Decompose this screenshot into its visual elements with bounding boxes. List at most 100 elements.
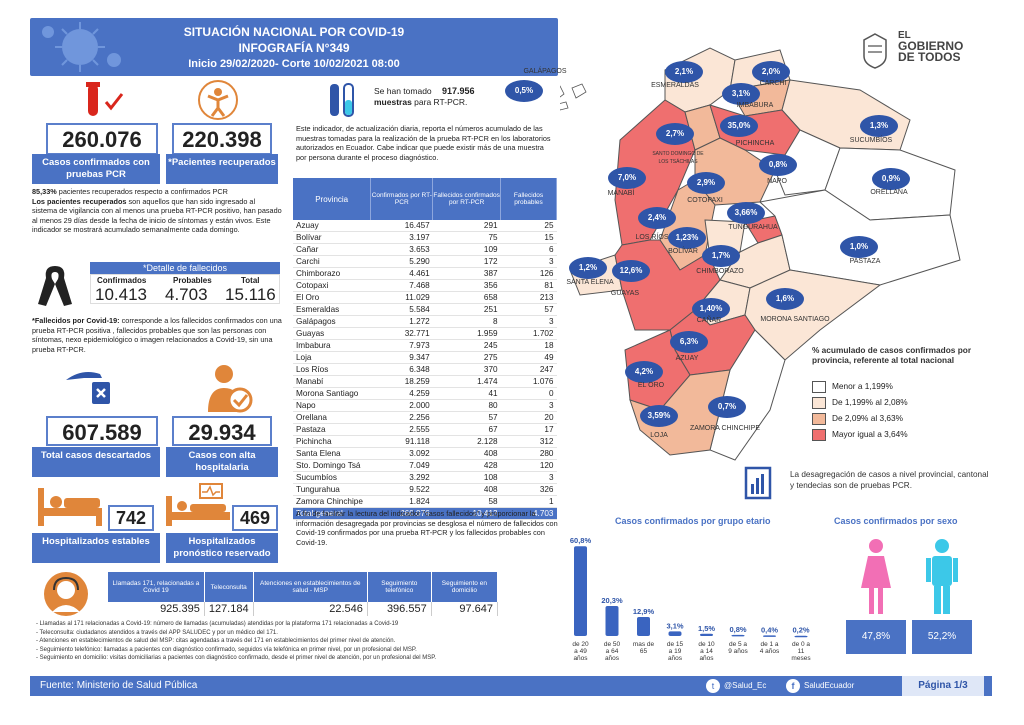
table-cell: 58 [432, 495, 501, 508]
table-cell: 1.824 [370, 495, 433, 508]
header-banner: SITUACIÓN NACIONAL POR COVID-19 INFOGRAF… [30, 18, 558, 76]
table-cell: 3.653 [370, 243, 433, 256]
legend-item: Mayor igual a 3,64% [812, 426, 982, 442]
table-cell: 8 [432, 315, 501, 328]
province-name: Sto. Domingo Tsá [293, 459, 371, 472]
deaths-probable-value: 4.703 [165, 285, 208, 304]
province-name: Zamora Chinchipe [293, 495, 371, 508]
table-cell: 3.292 [370, 471, 433, 484]
footer-twitter[interactable]: @Salud_Ec [724, 681, 767, 690]
table-cell: 7.468 [370, 279, 433, 292]
table-row: Galápagos 1.272 8 3 [293, 315, 557, 328]
deaths-note: *Fallecidos por Covid-19: corresponde a … [32, 316, 282, 354]
table-cell: 291 [432, 220, 501, 232]
samples-value: 917.956 [442, 86, 475, 96]
sex-women-value: 47,8% [846, 620, 906, 654]
table-cell: 356 [432, 279, 501, 292]
table-cell: 312 [500, 435, 557, 448]
table-row: Santa Elena 3.092 408 280 [293, 447, 557, 460]
total-cell: Total general [293, 507, 371, 520]
table-row: Pichincha 91.118 2.128 312 [293, 435, 557, 448]
table-cell: 275 [432, 351, 501, 364]
age-bar-label: 3,1% [666, 621, 683, 630]
legend-label: Mayor igual a 3,64% [832, 429, 908, 439]
age-category-label: de 0 a 11 meses [791, 641, 811, 662]
table-cell: 1 [500, 495, 557, 508]
calls-col-teleconsulta: Teleconsulta [204, 572, 254, 602]
province-name: Galápagos [293, 315, 371, 328]
calls-table: Llamadas 171, relacionadas a Covid 19 Te… [108, 572, 499, 616]
page-subtitle: INFOGRAFÍA N°349 [238, 41, 350, 55]
table-cell: 9.522 [370, 483, 433, 496]
deaths-box: Confirmados Probables Total 10.413 4.703… [90, 274, 280, 304]
table-cell: 57 [432, 411, 501, 424]
confirmed-value: 260.076 [46, 123, 158, 155]
footer-facebook[interactable]: SaludEcuador [804, 681, 855, 690]
samples-note: Este indicador, de actualización diaria,… [296, 124, 551, 162]
table-cell: 3.197 [370, 231, 433, 244]
calls-val-seguimiento-tel: 396.557 [367, 602, 432, 616]
recovered-note-line1: pacientes recuperados respecto a confirm… [56, 187, 228, 196]
age-bar [731, 634, 745, 637]
legend-swatch [812, 396, 826, 409]
age-bar [637, 616, 650, 636]
calls-val-atenciones: 22.546 [253, 602, 368, 616]
province-name: Carchi [293, 255, 371, 268]
province-name: Morona Santiago [293, 387, 371, 400]
table-cell: 81 [500, 279, 557, 292]
table-cell: 370 [432, 363, 501, 376]
age-bar-label: 12,9% [633, 607, 655, 616]
table-cell: 326 [500, 483, 557, 496]
table-cell: 80 [432, 399, 501, 412]
coat-of-arms-icon [863, 33, 887, 69]
footer-source: Fuente: Ministerio de Salud Pública [40, 680, 198, 691]
table-cell: 49 [500, 351, 557, 364]
map-galapagos [560, 83, 587, 111]
table-cell: 4.461 [370, 267, 433, 280]
calls-note: - Llamadas al 171 relacionadas a Covid-1… [36, 621, 399, 627]
table-cell: 11.029 [370, 291, 433, 304]
province-name: Tungurahua [293, 483, 371, 496]
map-esmeraldas [664, 47, 736, 113]
total-cell: 4.703 [500, 507, 557, 520]
age-bar-label: 0,4% [761, 625, 778, 634]
deaths-total-value: 15.116 [225, 285, 276, 304]
table-row: Orellana 2.256 57 20 [293, 411, 557, 424]
table-cell: 1.702 [500, 327, 557, 340]
table-row: Bolívar 3.197 75 15 [293, 231, 557, 244]
table-cell: 109 [432, 243, 501, 256]
table-cell: 75 [432, 231, 501, 244]
table-cell: 67 [432, 423, 501, 436]
province-note: A fin de facilitar la lectura del indica… [296, 509, 558, 547]
table-row: Morona Santiago 4.259 41 0 [293, 387, 557, 400]
age-category-label: mas de 65 [633, 641, 655, 655]
table-cell: 4.259 [370, 387, 433, 400]
deaths-note-bold: *Fallecidos por Covid-19: [32, 316, 120, 325]
samples-bold: muestras [374, 97, 412, 107]
province-name: Guayas [293, 327, 371, 340]
table-cell: 658 [432, 291, 501, 304]
table-cell: 3.092 [370, 447, 433, 460]
legend-label: Menor a 1,199% [832, 381, 893, 391]
age-bar-label: 0,8% [729, 625, 746, 634]
province-name: Cañar [293, 243, 371, 256]
table-cell: 18.259 [370, 375, 433, 388]
province-name: Imbabura [293, 339, 371, 352]
table-cell: 91.118 [370, 435, 433, 448]
legend-label: De 2,09% al 3,63% [832, 413, 904, 423]
province-name: Pichincha [293, 435, 371, 448]
document-chart-icon [744, 466, 772, 500]
table-cell: 3 [500, 399, 557, 412]
recovered-note: 85,33% pacientes recuperados respecto a … [32, 187, 282, 235]
age-category-label: de 10 a 14 años [698, 641, 715, 662]
page-title: SITUACIÓN NACIONAL POR COVID-19 [183, 25, 405, 39]
age-bar [574, 546, 587, 636]
recovered-note-bold: Los pacientes recuperados [32, 196, 127, 206]
table-cell: 2.555 [370, 423, 433, 436]
table-cell: 1.272 [370, 315, 433, 328]
table-row: Sto. Domingo Tsá 7.049 428 120 [293, 459, 557, 472]
calls-note: - Seguimiento en domicilio: visitas domi… [36, 655, 437, 661]
calls-col-seguimiento-tel: Seguimiento telefónico [367, 572, 432, 602]
table-cell: 16.457 [370, 220, 433, 232]
discharged-label: Casos con alta hospitalaria [166, 447, 278, 477]
